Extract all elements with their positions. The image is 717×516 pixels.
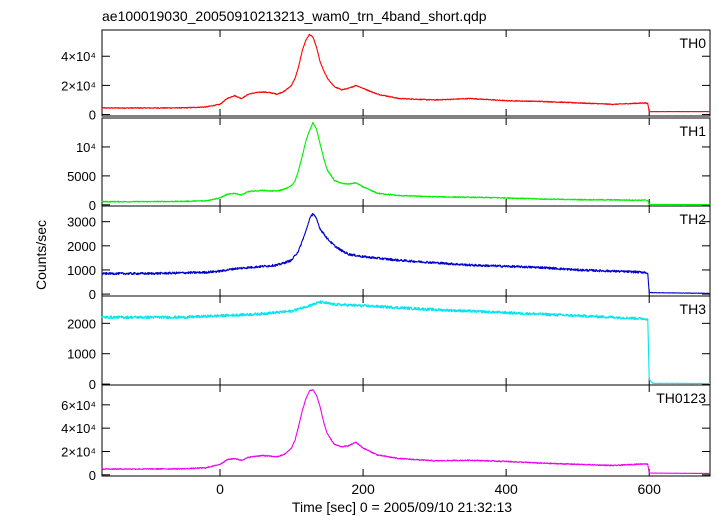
y-tick-label: 0 xyxy=(89,377,96,392)
x-axis: 0 200 400 600 xyxy=(216,481,661,497)
y-axis-label: Counts/sec xyxy=(33,220,49,290)
panel-frame xyxy=(101,205,711,297)
y-tick-label: 4×10⁴ xyxy=(61,49,96,64)
y-tick-label: 0 xyxy=(89,287,96,302)
panels: 0 2×10⁴ 4×10⁴ TH0 0 5000 10⁴ TH1 0 1000 2000 3000 TH… xyxy=(61,29,711,483)
y-tick-label: 6×10⁴ xyxy=(61,398,96,413)
series-line-th3 xyxy=(101,300,711,385)
panel-th1: 0 5000 10⁴ TH1 xyxy=(67,117,711,213)
series-line-th0 xyxy=(101,33,711,113)
y-tick-label: 2000 xyxy=(67,239,96,254)
y-tick-label: 1000 xyxy=(67,263,96,278)
panel-label: TH2 xyxy=(680,211,707,227)
panel-th2: 0 1000 2000 3000 TH2 xyxy=(67,205,711,302)
y-tick-label: 10⁴ xyxy=(76,140,96,155)
chart-title: ae100019030_20050910213213_wam0_trn_4ban… xyxy=(102,8,487,24)
series-line-th0123 xyxy=(101,389,711,475)
y-tick-label: 1000 xyxy=(67,347,96,362)
x-tick-label: 400 xyxy=(494,481,518,497)
y-tick-label: 5000 xyxy=(67,169,96,184)
y-tick-label: 3000 xyxy=(67,215,96,230)
y-tick-label: 4×10⁴ xyxy=(61,421,96,436)
x-tick-label: 200 xyxy=(351,481,375,497)
y-tick-label: 2×10⁴ xyxy=(61,78,96,93)
x-axis-label: Time [sec] 0 = 2005/09/10 21:32:13 xyxy=(292,499,512,515)
panel-label: TH3 xyxy=(680,301,707,317)
y-tick-label: 2000 xyxy=(67,316,96,331)
series-line-th1 xyxy=(101,121,711,206)
panel-frame xyxy=(101,29,711,117)
panel-label: TH1 xyxy=(680,123,707,139)
y-tick-label: 0 xyxy=(89,468,96,483)
series-line-th2 xyxy=(101,212,711,295)
x-tick-label: 0 xyxy=(216,481,224,497)
panel-frame xyxy=(101,117,711,207)
y-tick-label: 0 xyxy=(89,198,96,213)
panel-th0: 0 2×10⁴ 4×10⁴ TH0 xyxy=(61,29,711,123)
panel-label: TH0 xyxy=(680,35,707,51)
panel-frame xyxy=(101,384,711,477)
panel-th3: 0 1000 2000 TH3 xyxy=(67,295,711,392)
x-tick-label: 600 xyxy=(638,481,662,497)
y-tick-label: 0 xyxy=(89,108,96,123)
panel-th0123: 0 2×10⁴ 4×10⁴ 6×10⁴ TH0123 xyxy=(61,384,711,483)
y-tick-label: 2×10⁴ xyxy=(61,445,96,460)
panel-label: TH0123 xyxy=(656,390,706,406)
